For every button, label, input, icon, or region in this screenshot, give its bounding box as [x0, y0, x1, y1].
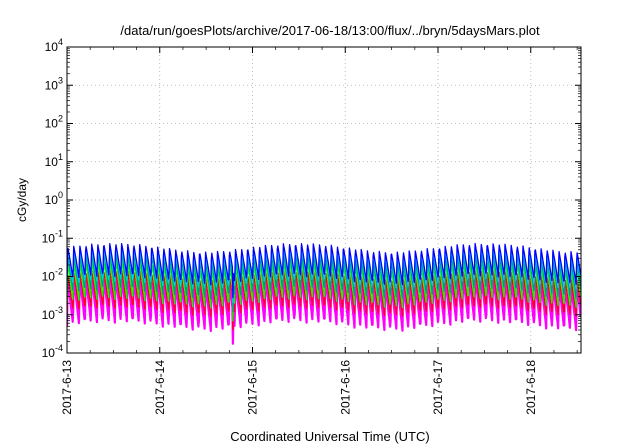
y-tick-label: 100	[45, 190, 63, 207]
y-tick-label: 104	[45, 37, 63, 54]
ticks: 10-4 10-3 10-2 10-1 100 101 102 103 104 2017-6-13…	[42, 37, 581, 415]
series-line	[67, 251, 581, 313]
x-axis-label: Coordinated Universal Time (UTC)	[230, 429, 429, 444]
y-axis-label: cGy/day	[15, 178, 29, 222]
series-line	[67, 259, 581, 322]
series-line	[67, 242, 581, 299]
x-tick-label: 2017-6-14	[153, 360, 167, 415]
y-tick-label: 10-1	[42, 228, 63, 245]
y-tick-label: 101	[45, 152, 63, 169]
x-tick-label: 2017-6-18	[524, 360, 538, 415]
x-tick-label: 2017-6-13	[60, 360, 74, 415]
y-tick-label: 103	[45, 75, 63, 92]
chart-title: /data/run/goesPlots/archive/2017-06-18/1…	[120, 23, 540, 38]
y-tick-label: 10-3	[42, 305, 63, 322]
x-tick-label: 2017-6-15	[246, 360, 260, 415]
x-tick-label: 2017-6-16	[338, 360, 352, 415]
series-group	[67, 242, 581, 345]
y-tick-label: 10-4	[42, 343, 63, 360]
series-line	[67, 276, 581, 345]
y-tick-label: 10-2	[42, 267, 63, 284]
series-line	[67, 269, 581, 330]
x-tick-label: 2017-6-17	[431, 360, 445, 415]
y-tick-label: 102	[45, 114, 63, 131]
